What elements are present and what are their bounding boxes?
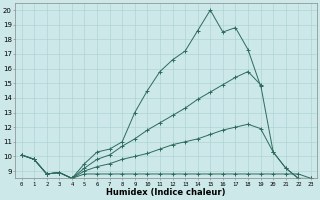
X-axis label: Humidex (Indice chaleur): Humidex (Indice chaleur) xyxy=(107,188,226,197)
